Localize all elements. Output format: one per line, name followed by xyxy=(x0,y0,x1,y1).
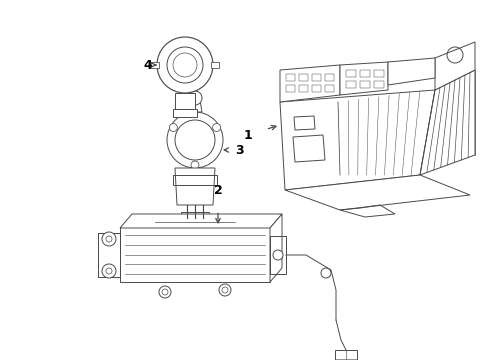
Circle shape xyxy=(212,123,220,131)
Bar xyxy=(311,85,320,92)
Polygon shape xyxy=(175,168,215,205)
Bar xyxy=(311,74,320,81)
Bar xyxy=(120,227,269,282)
Circle shape xyxy=(320,268,330,278)
Polygon shape xyxy=(339,62,387,95)
Bar xyxy=(359,70,369,77)
Text: 1: 1 xyxy=(243,129,252,141)
Circle shape xyxy=(167,112,223,168)
Polygon shape xyxy=(175,93,195,113)
Bar xyxy=(285,74,294,81)
Text: 4: 4 xyxy=(143,59,152,72)
Circle shape xyxy=(167,47,203,83)
Bar xyxy=(346,70,355,77)
Polygon shape xyxy=(387,58,434,85)
Polygon shape xyxy=(280,90,434,190)
Circle shape xyxy=(102,264,116,278)
Circle shape xyxy=(159,286,171,298)
Circle shape xyxy=(191,161,199,169)
Bar xyxy=(151,62,159,68)
Bar xyxy=(346,81,355,88)
Bar xyxy=(359,81,369,88)
Circle shape xyxy=(219,284,230,296)
Polygon shape xyxy=(434,42,474,90)
Bar xyxy=(334,350,356,360)
Bar xyxy=(173,109,197,117)
Circle shape xyxy=(272,250,283,260)
Circle shape xyxy=(169,123,177,131)
Circle shape xyxy=(187,91,202,105)
Polygon shape xyxy=(285,175,469,210)
Bar xyxy=(325,74,333,81)
Text: 3: 3 xyxy=(235,144,244,157)
Polygon shape xyxy=(269,214,282,282)
Polygon shape xyxy=(419,70,474,175)
Bar xyxy=(325,85,333,92)
Bar xyxy=(210,62,219,68)
Bar xyxy=(298,85,307,92)
Text: 2: 2 xyxy=(213,184,222,197)
Polygon shape xyxy=(280,65,339,102)
Bar xyxy=(285,85,294,92)
Bar xyxy=(373,81,383,88)
Bar xyxy=(298,74,307,81)
Bar xyxy=(181,212,208,220)
Bar xyxy=(373,70,383,77)
Polygon shape xyxy=(187,100,202,112)
Circle shape xyxy=(102,232,116,246)
Polygon shape xyxy=(120,214,282,228)
Circle shape xyxy=(157,37,213,93)
